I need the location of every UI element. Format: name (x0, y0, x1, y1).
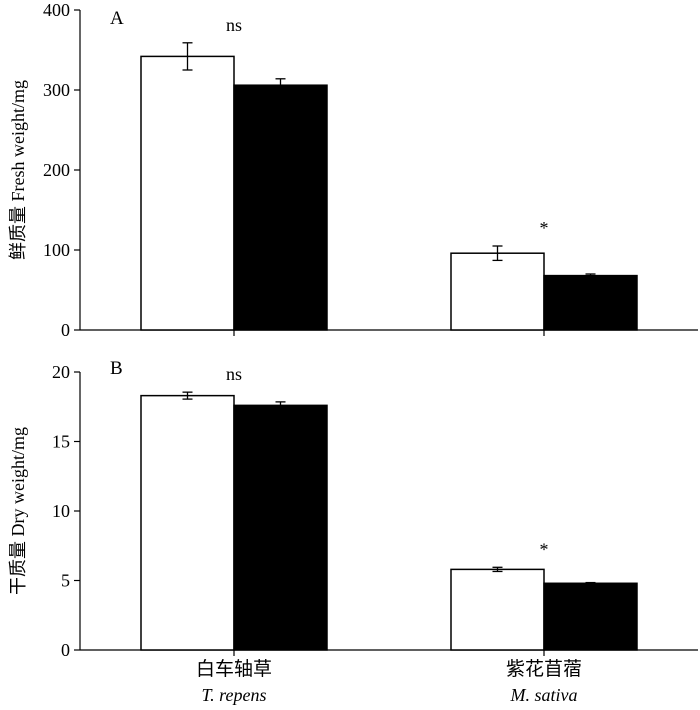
panel-b-bar (543, 582, 638, 651)
panel-a-significance-label: ns (226, 15, 242, 35)
panel-b-y-tick-label: 0 (61, 640, 70, 660)
panel-a-y-axis-title: 鲜质量 Fresh weight/mg (8, 80, 28, 260)
panel-a-y-tick-label: 0 (61, 320, 70, 340)
panel-a-y-tick-label: 100 (43, 240, 70, 260)
panel-a-bar (140, 55, 235, 331)
panel-b-label: B (110, 358, 123, 379)
panel-b-chart: B 干质量 Dry weight/mg 0 5 10 15 20 ns * (8, 358, 698, 660)
panel-b-bar (140, 394, 235, 651)
panel-b-bar (233, 404, 328, 651)
panel-b-y-tick-label: 10 (52, 501, 70, 521)
panel-b-y-tick-label: 20 (52, 362, 70, 382)
panel-b-y-tick-label: 5 (61, 571, 70, 591)
category-label-en-1: M. sativa (510, 685, 578, 705)
panel-a-bar (543, 274, 638, 331)
category-label-cn-0: 白车轴草 (196, 658, 272, 680)
panel-a-y-tick-label: 200 (43, 160, 70, 180)
panel-a-significance-label: * (540, 218, 549, 238)
panel-a-label: A (110, 8, 124, 29)
panel-a-chart: A 鲜质量 Fresh weight/mg 0 100 200 300 400 ns * (8, 0, 698, 340)
panel-b-y-tick-label: 15 (52, 432, 70, 452)
panel-a-y-tick-label: 300 (43, 80, 70, 100)
panel-b-y-axis-title: 干质量 Dry weight/mg (8, 427, 28, 595)
panel-b-significance-label: * (540, 539, 549, 559)
panel-a-y-tick-label: 400 (43, 0, 70, 20)
panel-a-bar (233, 84, 328, 331)
panel-b-bar (450, 568, 545, 651)
category-label-en-0: T. repens (202, 685, 267, 705)
panel-a-bar (450, 252, 545, 331)
panel-b-significance-label: ns (226, 364, 242, 384)
category-label-cn-1: 紫花苜蓿 (506, 658, 582, 680)
x-axis-category-labels: 白车轴草 T. repens 紫花苜蓿 M. sativa (196, 658, 582, 705)
